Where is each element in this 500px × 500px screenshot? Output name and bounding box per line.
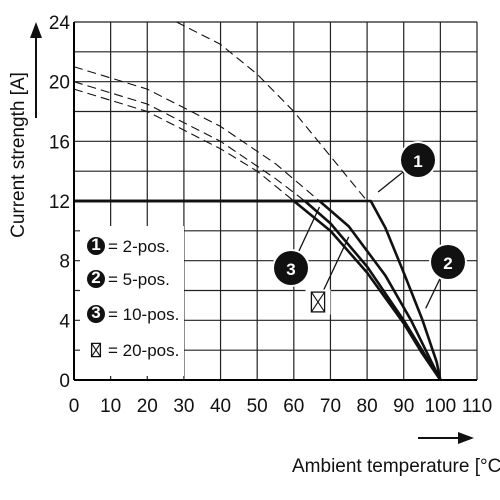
x-tick-label: 20 [137,396,158,417]
callouts: 1 2 3 [272,141,467,315]
y-axis-arrow [30,22,42,118]
dashed-curve-3 [73,81,306,202]
x-axis-arrow [418,432,474,444]
dashed-curve-1 [176,21,368,202]
y-tick-label: 24 [49,13,71,34]
y-tick-label: 8 [59,252,70,273]
x-tick-label: 30 [173,396,194,417]
x-tick-label: 50 [247,396,268,417]
badge-disc [401,143,435,177]
callout-badge [305,289,331,315]
legend-item: 3 = 10-pos. [85,303,179,325]
x-tick-label: 110 [462,396,492,417]
y-tick-label: 0 [59,371,70,392]
x-tick-label: 70 [320,396,341,417]
legend-marker: 3 [85,303,107,325]
legend: 1 = 2-pos. 2 = 5-pos. 3 = 10-pos. = 20-pos. [80,226,184,376]
badge-disc [431,245,465,279]
y-tick-label: 12 [49,192,70,213]
x-tick-label: 40 [210,396,231,417]
series-lines [73,21,442,381]
legend-label: = 20-pos. [108,341,179,360]
x-tick-label: 90 [393,396,414,417]
badge-disc [87,305,105,323]
y-axis-title: Current strength [A] [8,72,29,238]
legend-item: = 20-pos. [87,341,179,360]
x-tick-label: 0 [69,396,80,417]
dashed-curve-2 [73,66,320,202]
legend-label: = 5-pos. [108,270,170,289]
callout-badge: 2 [429,243,467,281]
derating-curve-1 [74,199,442,381]
badge-number: 2 [443,254,452,273]
crossed-box-icon [310,291,326,313]
badge-disc [87,237,105,255]
legend-marker: 1 [85,235,107,257]
y-axis-label: Current strength [A] [8,72,29,238]
derating-curve-4 [74,199,442,381]
badge-number: 2 [91,268,100,287]
legend-item: 1 = 2-pos. [85,235,170,257]
legend-label: = 10-pos. [108,305,179,324]
badge-number: 1 [91,235,100,254]
derating-curve-3 [74,199,442,381]
x-tick-label: 60 [283,396,304,417]
callout-badge: 3 [272,249,310,287]
y-tick-label: 16 [49,132,70,153]
badge-number: 3 [286,260,295,279]
badge-number: 1 [413,152,422,171]
legend-item: 2 = 5-pos. [85,268,170,290]
badge-disc [274,251,308,285]
y-tick-label: 20 [49,73,70,94]
derating-curve-2 [74,199,442,381]
legend-marker: 2 [85,268,107,290]
axes [73,22,477,381]
callout-badge: 1 [399,141,437,179]
legend-label: = 2-pos. [108,237,170,256]
legend-marker [87,341,105,359]
badge-disc [87,270,105,288]
y-tick-label: 4 [59,311,70,332]
x-tick-label: 80 [357,396,378,417]
x-axis-label: Ambient temperature [°C] [292,456,500,477]
crossed-box-icon [90,342,102,358]
x-tick-label: 10 [100,396,121,417]
badge-number: 3 [91,303,100,322]
dashed-curve-4 [73,88,295,202]
x-tick-label: 100 [425,396,457,417]
